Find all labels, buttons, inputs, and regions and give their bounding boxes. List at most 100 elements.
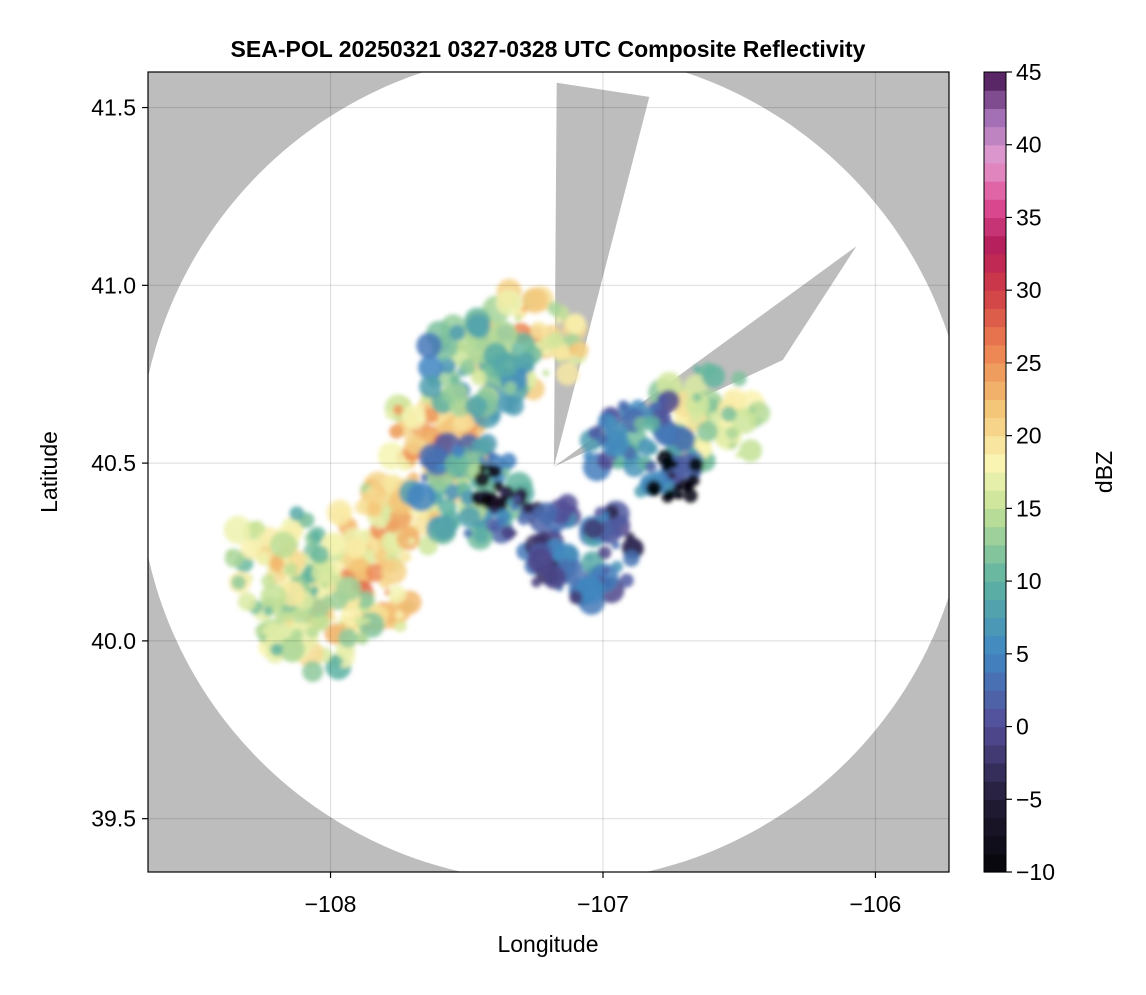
echo-blob [237,592,257,611]
echo-blob [223,515,253,545]
echo-blob [663,457,676,471]
echo-blob [290,555,298,563]
echo-blob [583,450,593,461]
echo-blob [438,497,457,517]
echo-blob [583,518,604,539]
echo-blob [512,495,521,504]
x-tick-label: −106 [850,891,902,917]
echo-blob [542,369,550,377]
colorbar-swatch [984,690,1006,709]
echo-blob [452,445,465,458]
colorbar-tick-label: 30 [1016,277,1042,303]
echo-blob [269,556,285,572]
colorbar-swatch [984,490,1006,509]
colorbar-swatch [984,235,1006,255]
echo-blob [418,355,444,381]
colorbar-swatch [984,344,1006,364]
echo-blob [460,490,476,506]
echo-blob [310,545,329,564]
echo-blob [303,554,310,561]
echo-blob [597,519,622,545]
colorbar-tick-label: 20 [1016,423,1042,449]
echo-blob [419,375,442,399]
echo-blob [569,590,583,605]
echo-blob [656,423,677,445]
echo-blob [423,407,439,424]
echo-blob [248,520,265,537]
echo-blob [657,393,669,405]
colorbar-swatch [984,617,1006,637]
echo-blob [487,469,496,478]
echo-blob [527,548,554,575]
echo-blob [522,502,534,514]
echo-blob [597,546,612,560]
echo-blob [449,374,461,386]
colorbar-tick-label: −5 [1016,786,1042,812]
colorbar-swatch [984,799,1006,819]
colorbar-swatch [984,672,1006,691]
echo-blob [649,486,658,495]
colorbar-swatch [984,544,1006,564]
colorbar-swatch [984,308,1006,328]
colorbar-swatch [984,181,1006,200]
echo-blob [474,471,490,487]
colorbar-swatch [984,290,1006,309]
echo-blob [326,499,353,526]
echo-blob [542,565,567,590]
chart-title: SEA-POL 20250321 0327-0328 UTC Composite… [231,36,866,62]
colorbar-tick-label: 25 [1016,350,1042,376]
echo-blob [480,493,492,506]
x-axis-label: Longitude [497,931,598,957]
echo-blob [623,550,640,567]
echo-blob [547,331,565,349]
echo-blob [399,551,412,563]
colorbar-swatch [984,744,1006,764]
colorbar-swatch [984,835,1006,855]
echo-blob [473,528,489,544]
x-tick-label: −107 [577,891,629,917]
echo-blob [449,324,466,341]
echo-blob [731,407,758,434]
colorbar-swatch [984,362,1006,382]
echo-blob [401,404,426,429]
echo-blob [312,532,320,540]
echo-blob [672,484,682,494]
echo-blob [338,628,358,648]
echo-blob [393,619,407,633]
echo-blob [231,575,246,590]
echo-blob [465,395,488,418]
echo-blob [363,617,371,625]
echo-blob [388,585,407,604]
echo-blob [357,591,375,609]
colorbar-swatch [984,526,1006,546]
echo-blob [396,526,421,551]
echo-blob [436,463,445,472]
echo-blob [687,474,700,487]
echo-blob [723,391,735,403]
echo-blob [408,537,415,545]
colorbar-tick-label: −10 [1016,859,1055,885]
colorbar-swatch [984,126,1006,146]
echo-blob [365,563,385,583]
echo-blob [449,383,468,402]
echo-blob [683,488,698,503]
y-tick-label: 39.5 [91,806,136,832]
colorbar-tick-label: 10 [1016,568,1042,594]
echo-blob [377,442,406,470]
echo-blob [502,470,510,478]
echo-blob [619,573,634,588]
reflectivity-echoes [223,278,771,682]
echo-blob [586,555,593,562]
echo-blob [302,661,324,682]
colorbar-tick-label: 15 [1016,495,1042,521]
echo-blob [543,349,551,357]
x-tick-label: −108 [305,891,357,917]
echo-blob [463,528,473,538]
echo-blob [306,626,319,639]
echo-blob [596,433,608,445]
colorbar-swatch [984,199,1006,219]
colorbar-swatch [984,726,1006,746]
colorbar: −10 −5 0 5 10 15 20 25 30 35 40 45 [983,59,1055,885]
echo-blob [345,538,367,559]
y-tick-label: 41.0 [91,272,136,298]
